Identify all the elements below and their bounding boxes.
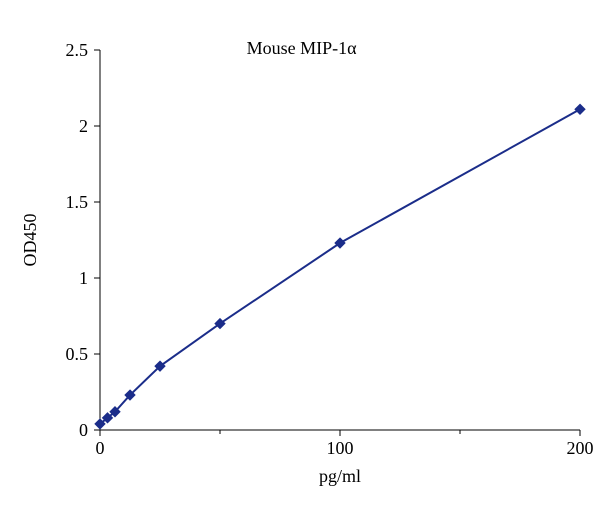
chart-container: 0 0.5 1 1.5 2 2.5 0 100 200 Mouse MIP-1α pg/ml OD45… <box>0 0 612 518</box>
x-tick-label: 100 <box>327 438 354 458</box>
data-marker <box>575 104 585 114</box>
standard-curve-chart: 0 0.5 1 1.5 2 2.5 0 100 200 Mouse MIP-1α pg/ml OD45… <box>0 0 612 518</box>
x-axis-label: pg/ml <box>319 466 361 486</box>
y-tick-label: 0 <box>79 420 88 440</box>
y-tick-label: 0.5 <box>66 344 89 364</box>
y-tick-label: 1 <box>79 268 88 288</box>
x-tick-label: 200 <box>567 438 594 458</box>
y-tick-label: 2.5 <box>66 40 89 60</box>
data-series-line <box>100 109 580 424</box>
x-tick-label: 0 <box>96 438 105 458</box>
y-tick-label: 1.5 <box>66 192 89 212</box>
chart-title: Mouse MIP-1α <box>247 38 358 58</box>
y-tick-label: 2 <box>79 116 88 136</box>
y-axis-label: OD450 <box>20 214 40 267</box>
